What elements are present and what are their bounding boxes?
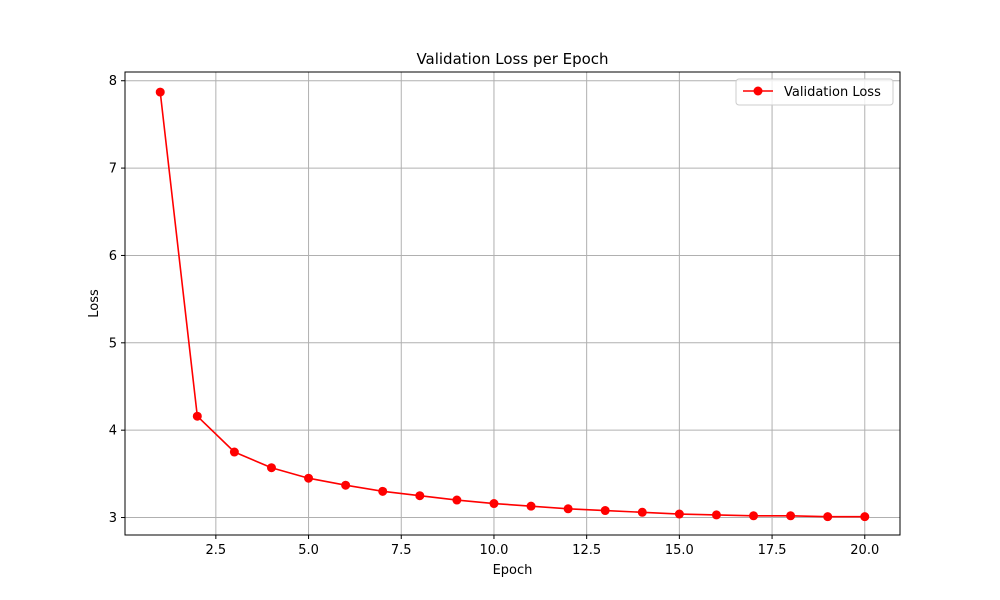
x-tick-label: 17.5 — [758, 543, 787, 558]
legend-box — [735, 78, 894, 106]
x-tick-label: 7.5 — [391, 543, 412, 558]
series-layer — [155, 87, 870, 522]
data-point — [749, 511, 759, 521]
x-axis-label: Epoch — [493, 563, 533, 578]
grid — [125, 72, 900, 535]
ticks: 2.5 5.0 7.5 10.0 12.5 15.0 17.5 20.0 3 4 5 6 7 8 — [109, 74, 880, 558]
data-point — [266, 463, 276, 473]
data-point — [526, 501, 536, 511]
data-point — [823, 512, 833, 522]
legend-marker-swatch — [753, 86, 763, 96]
series-line-validation-loss — [159, 91, 865, 518]
data-point — [489, 499, 499, 509]
x-tick-label: 2.5 — [206, 543, 227, 558]
data-point — [415, 491, 425, 501]
data-point — [229, 447, 239, 457]
data-point — [637, 507, 647, 517]
y-axis-label: Loss — [87, 289, 102, 318]
y-tick-label: 5 — [109, 336, 117, 351]
x-tick-label: 5.0 — [298, 543, 319, 558]
y-tick-label: 7 — [109, 162, 117, 177]
data-point — [860, 512, 870, 522]
x-tick-label: 10.0 — [479, 543, 508, 558]
y-tick-label: 4 — [109, 424, 117, 439]
data-point — [155, 87, 165, 97]
data-point — [452, 495, 462, 505]
x-tick-label: 20.0 — [850, 543, 879, 558]
x-tick-label: 12.5 — [572, 543, 601, 558]
data-point — [192, 411, 202, 421]
y-tick-label: 8 — [109, 74, 117, 89]
data-point — [674, 509, 684, 519]
data-point — [600, 506, 610, 516]
data-point — [378, 486, 388, 496]
legend: Validation Loss — [735, 78, 894, 106]
data-point — [304, 473, 314, 483]
y-tick-label: 3 — [109, 511, 117, 526]
data-point — [711, 510, 721, 520]
x-tick-label: 15.0 — [665, 543, 694, 558]
legend-entry-label: Validation Loss — [784, 85, 881, 100]
data-point — [563, 504, 573, 514]
chart-title: Validation Loss per Epoch — [416, 50, 608, 68]
data-point — [786, 511, 796, 521]
y-tick-label: 6 — [109, 249, 117, 264]
plot-frame — [124, 71, 901, 536]
data-point — [341, 480, 351, 490]
